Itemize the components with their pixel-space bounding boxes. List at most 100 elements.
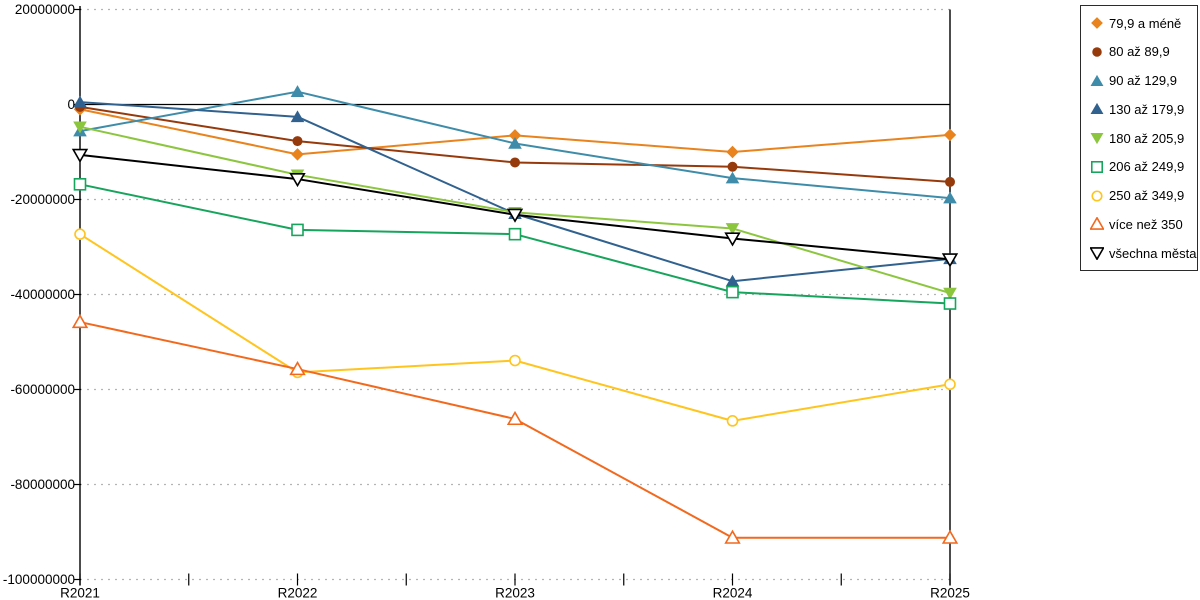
- series-marker-triangle-up-icon: [943, 191, 957, 204]
- series-marker-circle-icon: [292, 136, 303, 147]
- series-marker-circle-icon: [74, 228, 86, 240]
- series-line: [79, 183, 951, 305]
- series-marker-square-icon: [73, 178, 87, 191]
- series-marker-triangle-down-icon: [506, 208, 524, 223]
- series-marker-diamond-icon: [726, 145, 739, 159]
- series-marker-triangle-down-icon: [1090, 132, 1104, 145]
- triangle-up-icon: [1089, 216, 1105, 231]
- legend-item: všechna města: [1089, 245, 1197, 261]
- legend-marker-icon: [1089, 216, 1105, 231]
- series-marker-triangle-down-icon: [941, 253, 959, 268]
- y-tick-label: -80000000: [10, 477, 75, 492]
- series-marker-diamond-icon: [1091, 17, 1103, 29]
- x-tick-label: R2021: [60, 586, 100, 600]
- series-marker-triangle-down-icon: [724, 232, 741, 247]
- series-marker-circle-icon: [945, 176, 955, 187]
- series-marker-circle-icon: [727, 161, 738, 172]
- series-marker-circle-icon: [726, 415, 739, 427]
- legend-marker-icon: [1089, 246, 1105, 261]
- circle-icon: [1092, 47, 1102, 57]
- series-marker-circle-icon: [1092, 47, 1102, 57]
- y-tick-label: 20000000: [15, 2, 75, 17]
- series-marker-triangle-up-icon: [290, 110, 305, 123]
- circle-icon: [1091, 189, 1103, 202]
- legend-marker-icon: [1090, 102, 1104, 116]
- series-marker-triangle-up-icon: [1090, 74, 1104, 86]
- series-marker-square-icon: [508, 227, 522, 241]
- series-marker-triangle-up-icon: [508, 136, 522, 149]
- series-marker-square-icon: [1090, 160, 1104, 173]
- series-marker-diamond-icon: [943, 128, 957, 142]
- x-tick-label: R2025: [930, 586, 970, 600]
- legend-item: 79,9 a méně: [1090, 15, 1193, 31]
- series-marker-triangle-up-icon: [941, 529, 959, 544]
- triangle-down-icon: [1089, 247, 1105, 261]
- x-tick-label: R2024: [713, 586, 753, 600]
- series-marker-triangle-up-icon: [73, 95, 87, 108]
- series-line: [79, 233, 951, 422]
- legend-item-label: 90 až 129,9: [1109, 73, 1177, 88]
- legend-item: 90 až 129,9: [1090, 73, 1193, 89]
- series-marker-triangle-up-icon: [290, 85, 305, 97]
- legend-item: 80 až 89,9: [1090, 44, 1193, 60]
- series-marker-square-icon: [291, 223, 304, 237]
- legend-marker-icon: [1090, 189, 1104, 203]
- legend-item-label: 80 až 89,9: [1109, 44, 1170, 60]
- triangle-up-icon: [1090, 74, 1104, 86]
- series-marker-triangle-down-icon: [289, 172, 306, 188]
- series-marker-triangle-up-icon: [289, 360, 306, 376]
- triangle-down-icon: [1090, 132, 1104, 145]
- square-icon: [1090, 160, 1104, 173]
- series-marker-triangle-down-icon: [725, 223, 740, 235]
- series-marker-circle-icon: [1091, 189, 1103, 202]
- y-tick-label: -100000000: [3, 572, 75, 587]
- legend-item-label: 130 až 179,9: [1109, 101, 1185, 117]
- diamond-icon: [1091, 17, 1103, 29]
- legend-item-label: všechna města: [1109, 245, 1197, 261]
- series-marker-triangle-up-icon: [724, 529, 741, 544]
- series-marker-diamond-icon: [508, 129, 522, 142]
- series-marker-circle-icon: [510, 157, 520, 168]
- series-marker-square-icon: [726, 285, 739, 299]
- series-marker-triangle-down-icon: [73, 121, 87, 134]
- legend-item-label: 250 až 349,9: [1109, 188, 1185, 203]
- legend-item-label: více než 350: [1109, 216, 1183, 232]
- series-marker-triangle-up-icon: [1090, 103, 1104, 115]
- y-tick-label: -20000000: [10, 192, 75, 207]
- series-marker-triangle-up-icon: [725, 274, 740, 287]
- legend-item: 206 až 249,9: [1090, 159, 1193, 175]
- legend-item-label: 180 až 205,9: [1109, 130, 1185, 146]
- series-marker-triangle-down-icon: [71, 148, 89, 163]
- legend-marker-icon: [1090, 160, 1104, 174]
- legend: 79,9 a méně 80 až 89,9 90 až 129,9 130 a…: [1080, 5, 1198, 271]
- legend-marker-icon: [1090, 131, 1104, 145]
- series-marker-square-icon: [943, 297, 957, 310]
- series-marker-triangle-up-icon: [506, 410, 524, 426]
- series-marker-triangle-down-icon: [1089, 247, 1105, 261]
- series-line: [79, 321, 950, 539]
- legend-marker-icon: [1090, 16, 1104, 30]
- legend-marker-icon: [1090, 45, 1104, 59]
- legend-item: 250 až 349,9: [1090, 188, 1193, 204]
- series-marker-circle-icon: [944, 378, 956, 391]
- legend-marker-icon: [1090, 74, 1104, 88]
- triangle-up-icon: [1090, 103, 1104, 115]
- legend-item-label: 79,9 a méně: [1109, 15, 1182, 31]
- x-tick-label: R2022: [278, 586, 318, 600]
- series-marker-triangle-down-icon: [943, 287, 957, 300]
- y-tick-label: -40000000: [10, 287, 75, 302]
- x-tick-label: R2023: [495, 586, 535, 600]
- series-marker-circle-icon: [509, 354, 521, 367]
- series-marker-triangle-up-icon: [71, 313, 89, 329]
- series-marker-triangle-up-icon: [1089, 216, 1105, 231]
- legend-item: 180 až 205,9: [1090, 130, 1193, 146]
- series-marker-triangle-up-icon: [725, 171, 740, 184]
- legend-item: více než 350: [1089, 216, 1193, 232]
- y-tick-label: -60000000: [10, 382, 75, 397]
- legend-item-label: 206 až 249,9: [1109, 159, 1185, 175]
- y-tick-label: 0: [67, 97, 75, 112]
- legend-item: 130 až 179,9: [1090, 101, 1193, 117]
- series-marker-diamond-icon: [291, 148, 304, 161]
